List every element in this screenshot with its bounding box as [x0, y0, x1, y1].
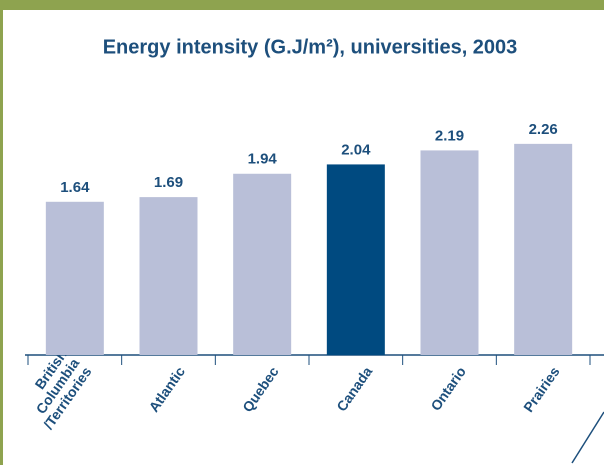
x-tick-label: Atlantic: [145, 363, 188, 414]
value-label: 1.69: [154, 174, 183, 191]
bar: [326, 164, 385, 355]
value-label: 2.19: [435, 127, 464, 144]
bar: [420, 150, 479, 355]
x-tick-label: Prairies: [520, 363, 563, 414]
x-tick-label: Canada: [333, 363, 375, 414]
value-label: 2.26: [529, 121, 558, 138]
corner-line: [571, 411, 604, 464]
bar: [233, 173, 292, 355]
bar: [139, 197, 198, 355]
bar: [45, 201, 104, 355]
value-label: 2.04: [341, 141, 371, 158]
x-tick-label: BritishColumbia/Territories: [15, 346, 94, 432]
left-border: [0, 0, 3, 465]
chart-title: Energy intensity (G.J/m²), universities,…: [103, 36, 518, 58]
x-tick-label: Quebec: [239, 363, 282, 414]
bar: [514, 143, 573, 355]
header-band: [0, 0, 604, 10]
value-label: 1.64: [60, 179, 90, 196]
value-label: 1.94: [248, 151, 278, 168]
x-tick-label: Ontario: [427, 364, 469, 414]
